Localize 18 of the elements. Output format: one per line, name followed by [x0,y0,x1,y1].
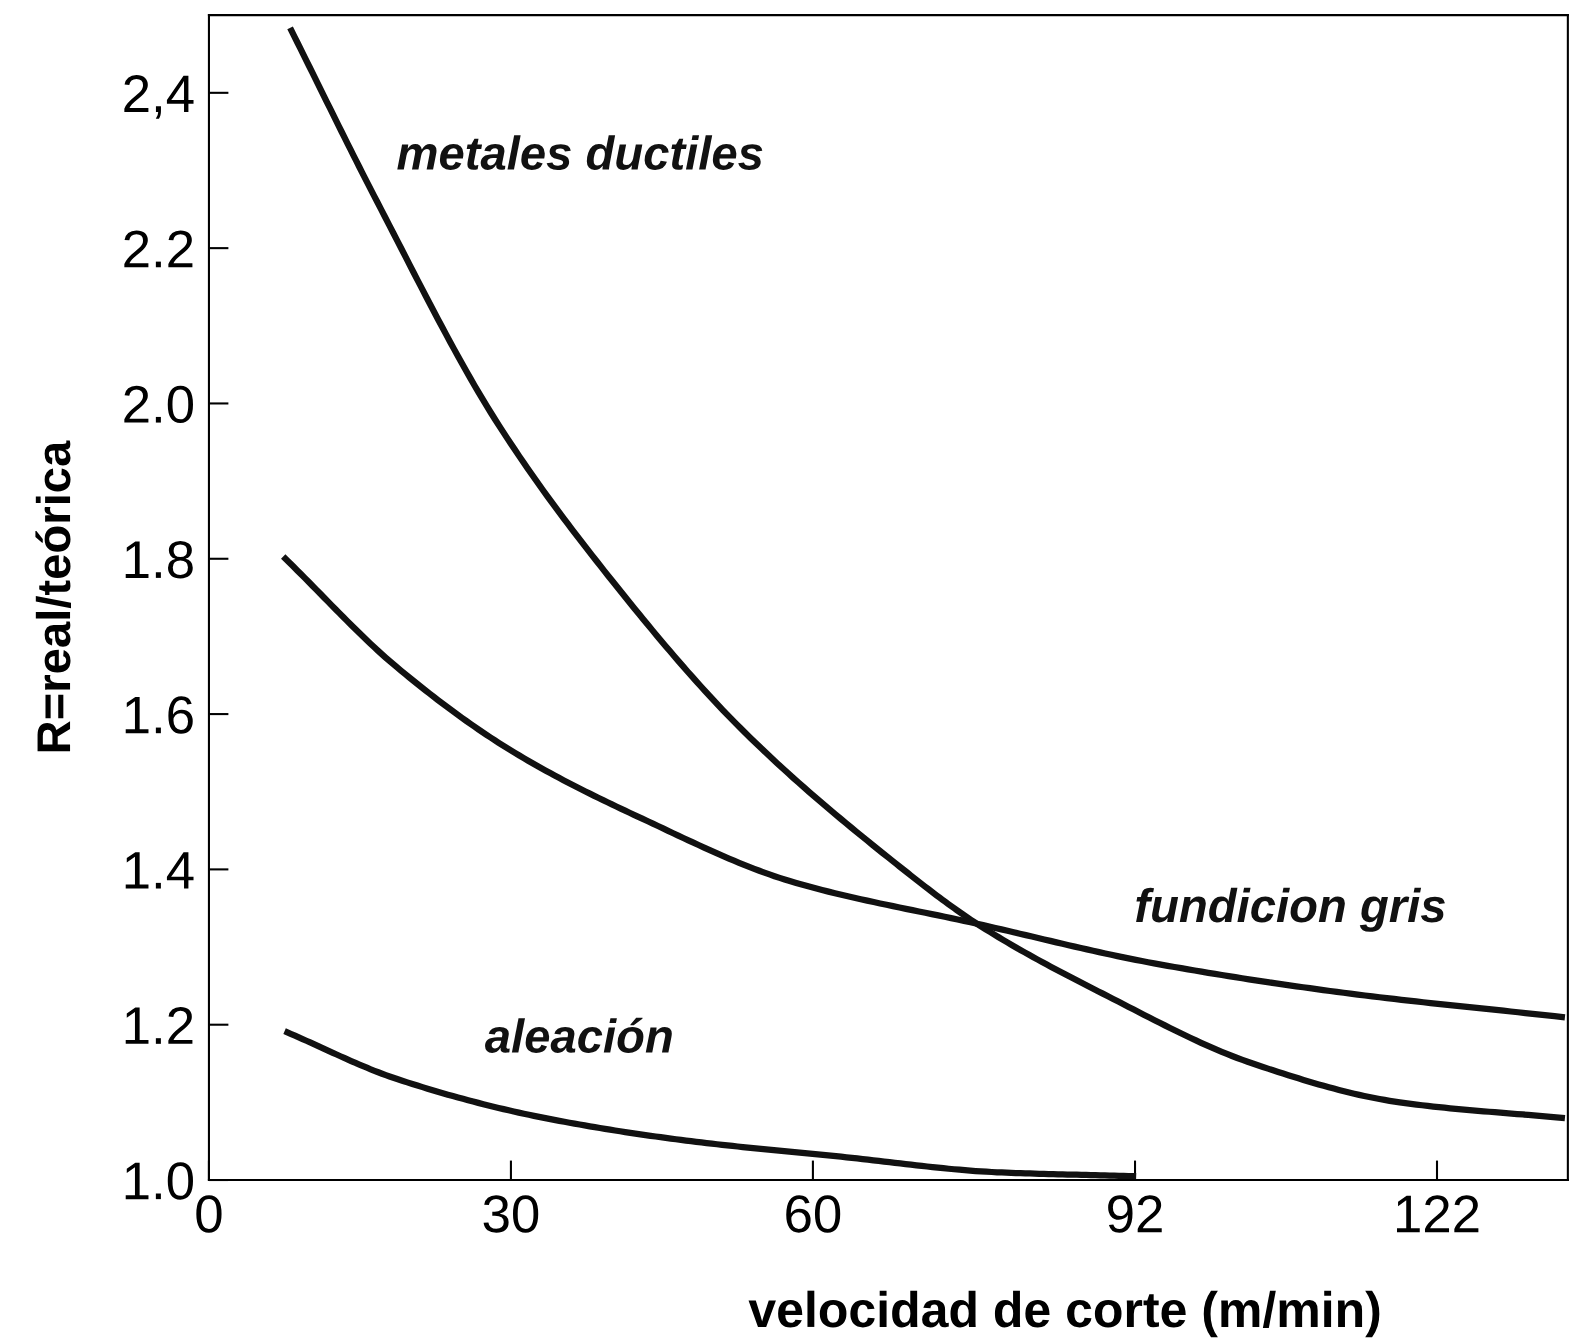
y-tick-label: 1.8 [125,541,193,579]
x-tick-label: 122 [1397,1195,1479,1233]
y-tick-label: 1.4 [125,852,194,889]
series-label: aleación [485,1017,672,1053]
x-tick-label: 30 [483,1195,539,1233]
series-label: fundicion gris [1136,887,1445,932]
x-axis-title: velocidad de corte (m/min) [748,1290,1380,1338]
y-tick-label: 1.0 [125,1162,193,1200]
x-tick-label: 60 [786,1195,841,1233]
x-tick-label: 92 [1108,1195,1162,1233]
y-tick-label: 2.2 [124,230,193,268]
y-tick-label: 1.6 [125,696,193,734]
y-tick-label: 2.0 [124,385,193,424]
y-axis-title: R=real/teórica [35,440,71,752]
x-tick-label: 0 [196,1195,222,1233]
y-tick-label: 1.2 [125,1006,193,1044]
series-label: metales ductiles [397,135,763,170]
y-tick-label: 2,4 [124,75,194,119]
